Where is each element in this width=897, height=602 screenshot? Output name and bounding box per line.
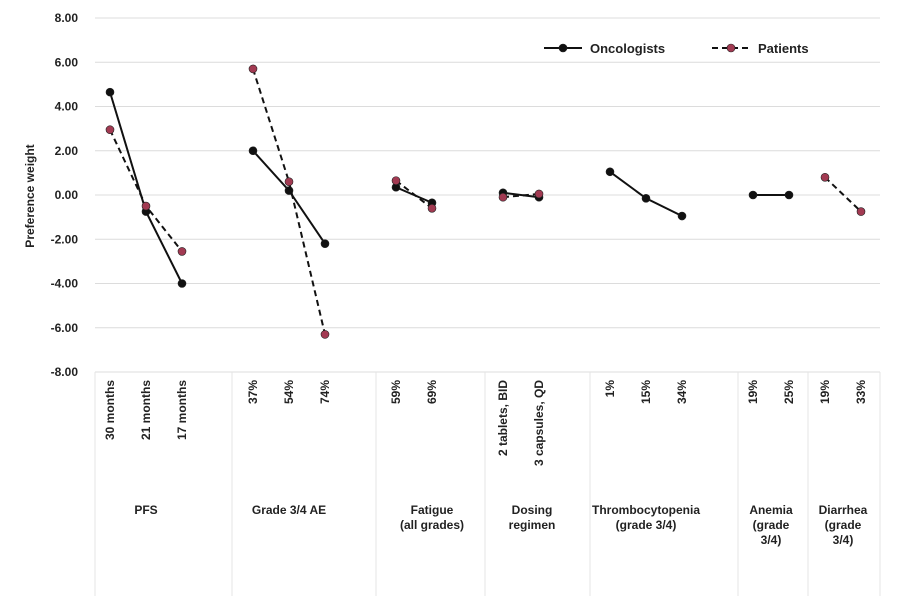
series-line [109, 91, 183, 284]
legend-marker [558, 43, 568, 53]
data-point [748, 190, 758, 200]
legend-label: Oncologists [590, 41, 665, 56]
x-tick-label: 59% [389, 380, 403, 404]
x-axis: 30 months 21 months 17 months PFS 37% 54% 74% G… [94, 372, 881, 596]
group-label: Dosing regimen [509, 503, 556, 532]
series-line [109, 129, 183, 253]
data-point [534, 189, 544, 199]
group-label: Grade 3/4 AE [252, 503, 326, 517]
x-tick-label: 74% [318, 380, 332, 404]
data-point [284, 177, 294, 187]
data-point [856, 207, 866, 216]
series-line [395, 179, 433, 210]
x-tick-label: 21 months [139, 380, 153, 440]
gridlines [95, 17, 880, 373]
data-point [105, 125, 115, 135]
y-tick-label: 0.00 [55, 188, 79, 202]
x-tick-label: 25% [782, 380, 796, 404]
x-tick-label: 19% [818, 380, 832, 404]
x-tick-label: 3 capsules, QD [532, 380, 546, 466]
x-tick-label: 54% [282, 380, 296, 404]
group-label: Anemia (grade 3/4) [749, 503, 793, 547]
x-tick-label: 33% [854, 380, 868, 404]
x-tick-label: 15% [639, 380, 653, 404]
data-point [427, 203, 437, 213]
data-point [141, 201, 151, 211]
data-point [820, 173, 830, 182]
data-point [391, 176, 401, 185]
y-axis-label: Preference weight [23, 144, 37, 247]
y-tick-label: 4.00 [55, 100, 79, 114]
group-label: PFS [134, 503, 157, 517]
data-point [248, 146, 258, 156]
y-tick-label: 2.00 [55, 144, 79, 158]
x-tick-label: 30 months [103, 380, 117, 440]
y-axis: 8.00 6.00 4.00 2.00 0.00 -2.00 -4.00 -6.00 -8.00 [51, 11, 79, 379]
series-line [252, 68, 326, 335]
x-tick-label: 34% [675, 380, 689, 404]
data-point [177, 247, 187, 256]
legend-marker [726, 43, 736, 53]
y-tick-label: 6.00 [55, 55, 79, 69]
series-line [502, 192, 540, 199]
data-point [320, 239, 330, 248]
series-line [502, 191, 540, 199]
y-tick-label: -6.00 [51, 321, 79, 335]
series-line [252, 150, 326, 245]
data-point [605, 167, 615, 177]
x-tick-label: 69% [425, 380, 439, 404]
y-tick-label: -8.00 [51, 365, 79, 379]
data-point [677, 211, 687, 221]
y-tick-label: -4.00 [51, 277, 79, 291]
series-line [824, 176, 862, 213]
data-point [177, 279, 187, 288]
x-tick-label: 19% [746, 380, 760, 404]
data-point [320, 330, 330, 339]
x-tick-label: 17 months [175, 380, 189, 440]
data-point [248, 64, 258, 74]
group-label: Diarrhea (grade 3/4) [819, 503, 868, 547]
group-label: Thrombocytopenia (grade 3/4) [592, 503, 700, 532]
series-line [609, 170, 683, 217]
data-point [498, 192, 508, 202]
x-tick-label: 37% [246, 380, 260, 404]
x-tick-label: 1% [603, 380, 617, 398]
group-label: Fatigue (all grades) [400, 503, 464, 532]
legend-label: Patients [758, 41, 809, 56]
legend: Oncologists Patients [544, 41, 809, 56]
data-point [641, 194, 651, 203]
data-point [105, 87, 115, 97]
data-point [784, 190, 794, 200]
y-tick-label: 8.00 [55, 11, 79, 25]
x-tick-label: 2 tablets, BID [496, 380, 510, 456]
series-layer [105, 64, 866, 339]
y-tick-label: -2.00 [51, 232, 79, 246]
